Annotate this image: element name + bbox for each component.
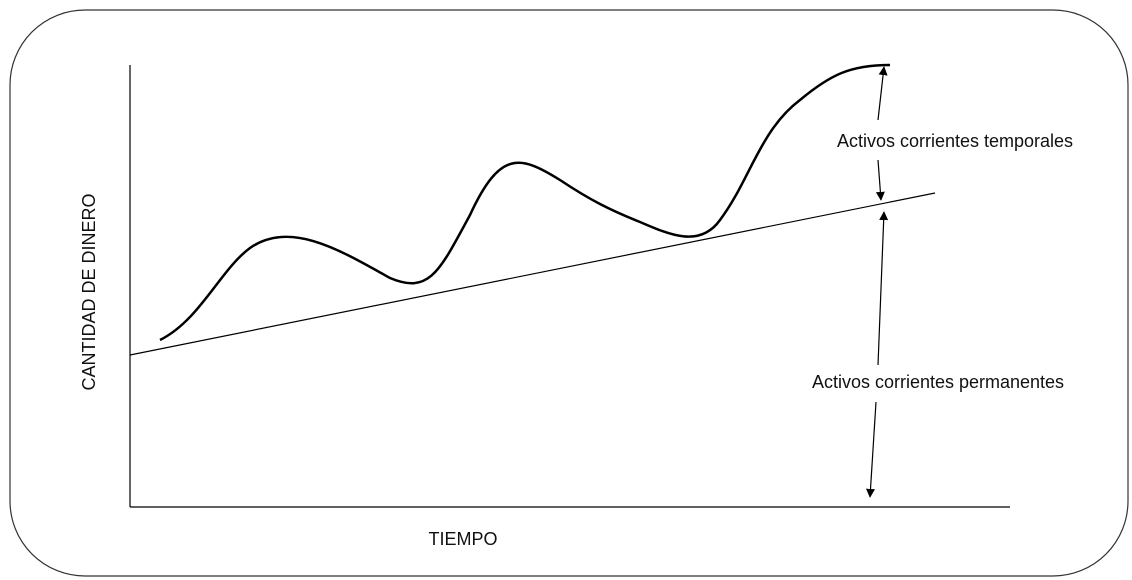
y-axis-label: CANTIDAD DE DINERO: [79, 193, 99, 390]
total-curve: [159, 63, 891, 342]
x-axis-label: TIEMPO: [428, 529, 497, 549]
arrow: [877, 66, 888, 121]
arrow: [875, 159, 885, 201]
arrow: [877, 211, 889, 366]
arrow: [866, 401, 877, 498]
permanent-line: [129, 192, 936, 356]
annotation: Activos corrientes permanentes: [812, 372, 1064, 392]
annotation: Activos corrientes temporales: [837, 131, 1073, 151]
frame: [9, 9, 1129, 577]
